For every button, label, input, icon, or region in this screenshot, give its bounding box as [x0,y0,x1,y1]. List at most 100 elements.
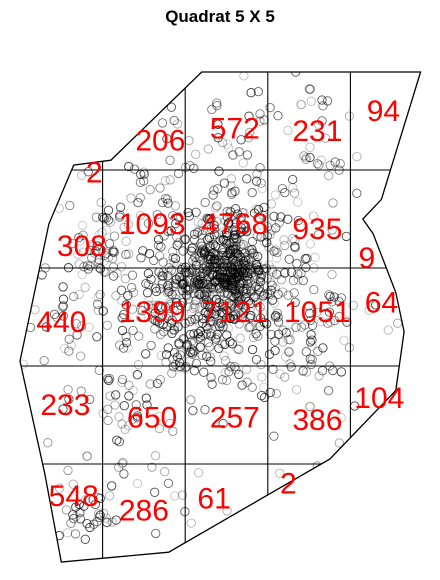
data-point [88,494,98,505]
data-point [119,469,129,479]
data-point [254,318,264,328]
data-point [265,289,275,300]
data-point [298,275,308,286]
data-point [236,310,246,320]
data-point [233,301,244,311]
data-point [82,260,93,270]
data-point [327,225,337,235]
data-point [155,183,165,193]
data-point [62,528,73,538]
data-point [39,355,49,366]
data-point [163,268,173,278]
data-point [58,282,68,292]
data-point [218,322,228,332]
quadrat-count-label: 233 [40,389,90,422]
data-point [206,233,217,243]
data-point [166,226,176,236]
data-point [156,350,166,361]
data-point [186,395,196,405]
data-point [308,211,319,221]
data-point [231,289,241,299]
data-point [260,238,270,248]
data-point [144,295,154,306]
data-point [115,210,125,220]
data-point [219,279,230,289]
quadrat-count-label: 1051 [284,296,351,329]
data-point [217,250,227,261]
data-point [266,199,277,209]
data-point [265,102,275,113]
data-point [216,291,226,301]
data-point [111,390,121,400]
data-point [226,180,236,191]
data-point [168,252,178,263]
data-point [268,295,278,305]
data-point [117,313,127,323]
data-point [188,348,198,358]
data-point [268,364,278,374]
data-point [168,426,178,436]
data-point [226,283,236,293]
data-point [104,373,115,384]
data-point [127,414,138,424]
data-point [348,300,358,310]
data-point [112,435,122,445]
data-point [146,340,156,351]
data-point [237,380,247,390]
data-point [132,478,143,489]
data-point [133,197,143,208]
data-point [314,160,324,170]
data-point [212,201,222,211]
data-point [234,369,244,380]
data-point [117,419,127,429]
data-point [151,528,161,539]
data-point [230,186,240,196]
data-point [236,135,246,145]
data-point [256,359,266,370]
data-point [111,515,121,525]
data-point [274,217,284,228]
data-point [114,412,124,422]
data-point [304,308,315,318]
data-point [196,247,206,258]
data-point [189,281,199,291]
data-point [187,307,197,317]
data-point [160,302,171,312]
data-point [67,238,77,249]
data-point [244,111,254,121]
data-point [231,225,241,235]
data-point [162,134,172,144]
data-point [119,401,129,411]
data-point [305,84,315,94]
data-point [153,234,164,245]
data-point [188,242,198,252]
data-point [232,248,243,259]
data-point [251,329,261,339]
data-point [77,170,87,181]
data-point [135,177,146,187]
data-point [150,308,160,318]
data-point [312,158,323,169]
data-point [307,341,317,351]
data-point [105,391,115,401]
data-point [330,157,340,167]
data-point [126,193,136,203]
data-point [162,287,172,298]
quadrat-count-label: 572 [210,112,260,145]
data-point [269,211,279,221]
data-point [103,215,114,225]
data-point [313,346,323,356]
data-point [118,458,128,468]
window-boundary [19,71,422,563]
data-point [77,321,87,331]
data-point [72,330,82,340]
data-point [288,183,298,193]
data-point [251,281,261,292]
data-point [142,400,152,410]
data-point [320,133,331,143]
data-point [156,329,166,340]
data-point [288,275,299,286]
data-point [247,344,258,355]
data-point [182,290,192,301]
data-point [165,418,175,429]
